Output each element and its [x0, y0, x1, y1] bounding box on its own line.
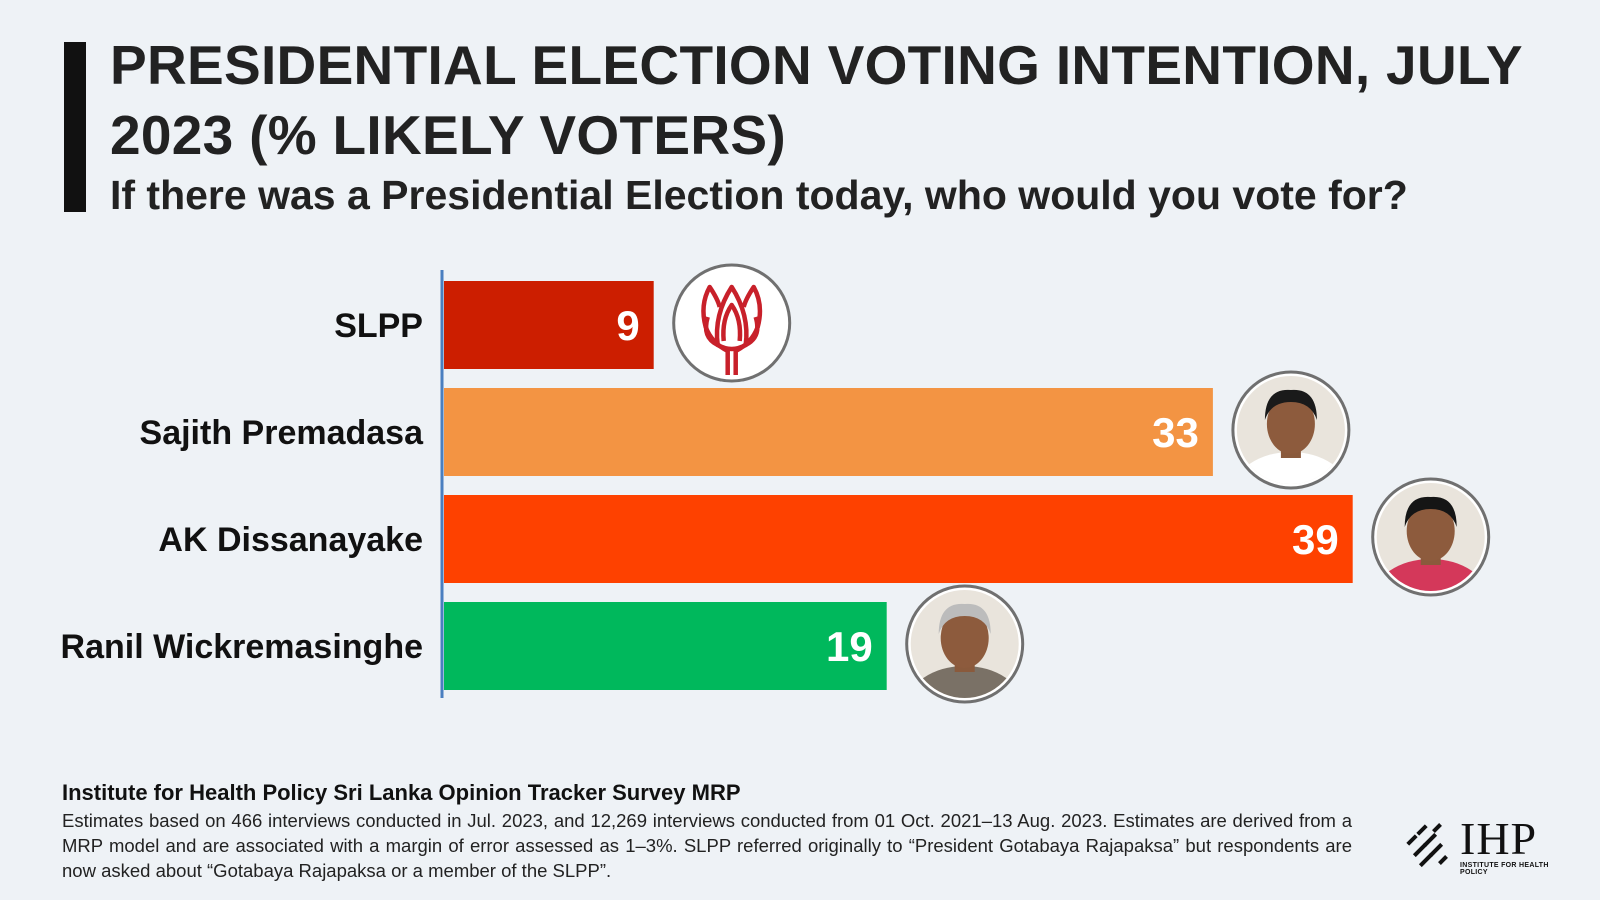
methodology-note: Estimates based on 466 interviews conduc…: [62, 810, 1352, 881]
bar-ranil-wickremasinghe: [444, 602, 887, 690]
ihp-logo: IHP INSTITUTE FOR HEALTH POLICY: [1402, 813, 1562, 880]
ranil-wickremasinghe-photo-icon: [905, 584, 1025, 704]
sajith-premadasa-photo-icon: [1231, 370, 1351, 490]
bar-ak-dissanayake: [444, 495, 1353, 583]
ak-dissanayake-photo-icon: [1371, 477, 1491, 597]
category-label-ranil-wickremasinghe: Ranil Wickremasinghe: [61, 628, 423, 666]
value-label-sajith-premadasa: 33: [1152, 409, 1199, 456]
value-label-ak-dissanayake: 39: [1292, 516, 1339, 563]
category-label-ak-dissanayake: AK Dissanayake: [158, 521, 423, 559]
bar-chart: SLPP 9 Sajith Premadasa 33 AK Dissanayake 39 R…: [61, 263, 1491, 704]
category-label-sajith-premadasa: Sajith Premadasa: [140, 414, 425, 452]
title-accent-bar: [64, 42, 86, 212]
chart-subtitle: If there was a Presidential Election tod…: [110, 172, 1408, 218]
bar-sajith-premadasa: [444, 388, 1213, 476]
value-label-slpp: 9: [616, 302, 639, 349]
lotus-bud-symbol-icon: [672, 263, 792, 383]
source-title: Institute for Health Policy Sri Lanka Op…: [62, 780, 741, 805]
chart-title: PRESIDENTIAL ELECTION VOTING INTENTION, …: [110, 34, 1522, 166]
category-label-slpp: SLPP: [334, 307, 423, 345]
logo-subtext: INSTITUTE FOR HEALTH POLICY: [1460, 862, 1549, 876]
ihp-logo-mark-icon: [1406, 823, 1448, 868]
value-label-ranil-wickremasinghe: 19: [826, 623, 873, 670]
logo-text: IHP: [1460, 813, 1538, 864]
bar-slpp: [444, 281, 654, 369]
